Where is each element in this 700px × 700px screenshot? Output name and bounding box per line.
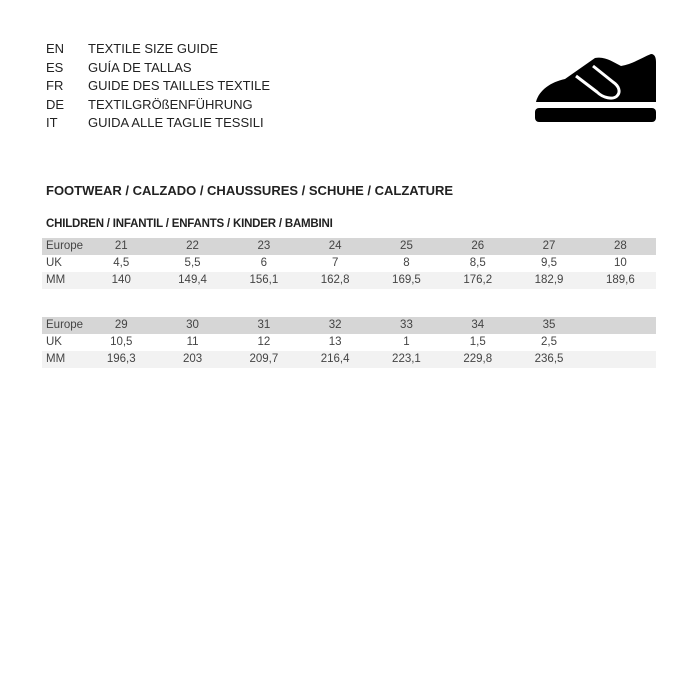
table-cell xyxy=(585,334,656,351)
table-row: UK 4,5 5,5 6 7 8 8,5 9,5 10 xyxy=(42,255,656,272)
table-cell: 182,9 xyxy=(534,274,564,286)
table-cell: 30 xyxy=(186,319,199,331)
table-cell: 169,5 xyxy=(392,274,421,286)
language-code: IT xyxy=(46,115,58,130)
table-cell: 12 xyxy=(257,336,271,348)
size-table-1: Europe 21 22 23 24 25 26 27 28 UK 4,5 5,5 6 7 8 8,5 9,5 1… xyxy=(42,238,656,289)
table-cell: 7 xyxy=(331,257,339,269)
language-code: ES xyxy=(46,59,64,75)
row-label: Europe xyxy=(46,319,84,331)
table-cell: 236,5 xyxy=(534,353,564,365)
subsection-title: CHILDREN / INFANTIL / ENFANTS / KINDER /… xyxy=(46,218,333,230)
table-cell: 203 xyxy=(182,353,203,365)
table-cell: 140 xyxy=(111,274,131,286)
table-cell: 25 xyxy=(400,240,413,252)
table-cell xyxy=(585,317,656,334)
language-row: FR GUIDE DES TAILLES TEXTILE xyxy=(46,77,270,96)
language-title: TEXTILE SIZE GUIDE xyxy=(88,41,219,56)
table-cell: 209,7 xyxy=(249,353,279,365)
table-cell: 35 xyxy=(542,319,556,331)
language-row: EN TEXTILE SIZE GUIDE xyxy=(46,40,270,59)
row-label: UK xyxy=(46,336,62,348)
table-cell: 5,5 xyxy=(184,257,201,269)
table-cell: 9,5 xyxy=(541,257,558,269)
table-cell: 29 xyxy=(114,319,128,331)
table-cell: 26 xyxy=(471,240,485,252)
language-title: GUIDA ALLE TAGLIE TESSILI xyxy=(88,115,264,130)
table-row: Europe 29 30 31 32 33 34 35 xyxy=(42,317,656,334)
table-cell xyxy=(585,351,656,368)
table-cell: 22 xyxy=(186,240,199,252)
table-cell: 229,8 xyxy=(463,353,493,365)
table-cell: 24 xyxy=(328,240,342,252)
table-cell: 23 xyxy=(257,240,271,252)
table-cell: 27 xyxy=(542,240,556,252)
row-label: Europe xyxy=(46,240,84,252)
section-title: FOOTWEAR / CALZADO / CHAUSSURES / SCHUHE… xyxy=(46,183,454,198)
table-cell: 28 xyxy=(613,240,627,252)
table-cell: 10,5 xyxy=(110,336,133,348)
size-table-2: Europe 29 30 31 32 33 34 35 UK 10,5 11 12 13 1 1,5 2,5 M… xyxy=(42,317,656,368)
table-cell: 13 xyxy=(328,336,342,348)
language-title: GUÍA DE TALLAS xyxy=(88,59,192,75)
table-cell: 1 xyxy=(403,336,410,348)
table-row: UK 10,5 11 12 13 1 1,5 2,5 xyxy=(42,334,656,351)
language-code: EN xyxy=(46,41,65,56)
table-cell: 189,6 xyxy=(605,274,635,286)
table-row: MM 140 149,4 156,1 162,8 169,5 176,2 182,9 189,6 xyxy=(42,272,656,289)
row-label: UK xyxy=(46,257,62,269)
table-cell: 176,2 xyxy=(463,274,493,286)
table-cell: 31 xyxy=(257,319,271,331)
language-code: FR xyxy=(46,78,64,93)
language-titles: EN TEXTILE SIZE GUIDE ES GUÍA DE TALLAS FR… xyxy=(46,40,270,133)
table-cell: 10 xyxy=(613,257,627,269)
table-cell: 8 xyxy=(403,257,410,269)
row-label: MM xyxy=(46,274,66,286)
table-row: MM 196,3 203 209,7 216,4 223,1 229,8 236,5 xyxy=(42,351,656,368)
table-cell: 33 xyxy=(400,319,413,331)
table-cell: 1,5 xyxy=(469,336,486,348)
language-row: DE TEXTILGRÖßENFÜHRUNG xyxy=(46,96,270,115)
language-row: ES GUÍA DE TALLAS xyxy=(46,59,270,78)
table-cell: 4,5 xyxy=(113,257,130,269)
table-cell: 162,8 xyxy=(320,274,350,286)
table-cell: 6 xyxy=(260,257,268,269)
language-code: DE xyxy=(46,96,65,112)
table-cell: 8,5 xyxy=(469,257,486,269)
row-label: MM xyxy=(46,353,66,365)
table-cell: 2,5 xyxy=(541,336,558,348)
table-cell: 149,4 xyxy=(178,274,207,286)
table-cell: 11 xyxy=(186,336,199,348)
table-cell: 216,4 xyxy=(320,353,350,365)
table-cell: 156,1 xyxy=(249,274,279,286)
table-cell: 196,3 xyxy=(106,353,136,365)
table-row: Europe 21 22 23 24 25 26 27 28 xyxy=(42,238,656,255)
language-row: IT GUIDA ALLE TAGLIE TESSILI xyxy=(46,114,270,133)
language-title: TEXTILGRÖßENFÜHRUNG xyxy=(88,96,253,112)
language-title: GUIDE DES TAILLES TEXTILE xyxy=(88,78,271,93)
table-cell: 21 xyxy=(114,240,128,252)
table-cell: 223,1 xyxy=(392,353,421,365)
table-cell: 32 xyxy=(328,319,342,331)
shoe-icon xyxy=(535,54,656,122)
table-cell: 34 xyxy=(471,319,485,331)
